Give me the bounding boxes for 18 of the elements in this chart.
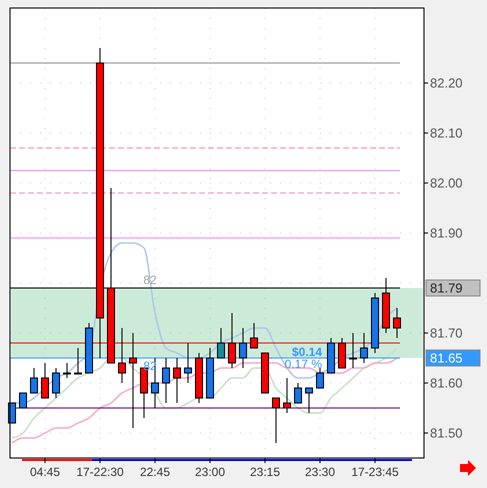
x-tick-label: 23:00: [194, 465, 226, 479]
annotation: 0.17 %: [284, 357, 322, 371]
y-tick-label: 82.20: [430, 76, 463, 91]
x-tick-label: 23:30: [304, 465, 336, 479]
x-tick-label: 17-22:30: [76, 465, 124, 479]
ref-line-label: 81.79: [430, 280, 463, 296]
x-tick-label: 17-23:45: [351, 465, 400, 479]
x-tick-label: 22:45: [140, 465, 170, 479]
y-tick-label: 81.60: [430, 376, 463, 391]
x-tick-label: 04:45: [30, 465, 60, 479]
ref-line-label: 81.65: [430, 350, 463, 366]
annotation: $0.14: [292, 345, 322, 359]
y-tick-label: 82.00: [430, 176, 463, 191]
y-tick-label: 81.90: [430, 226, 463, 241]
x-tick-label: 23:15: [250, 465, 280, 479]
y-tick-label: 81.70: [430, 326, 463, 341]
y-tick-label: 81.50: [430, 426, 463, 441]
y-tick-label: 82.10: [430, 126, 463, 141]
